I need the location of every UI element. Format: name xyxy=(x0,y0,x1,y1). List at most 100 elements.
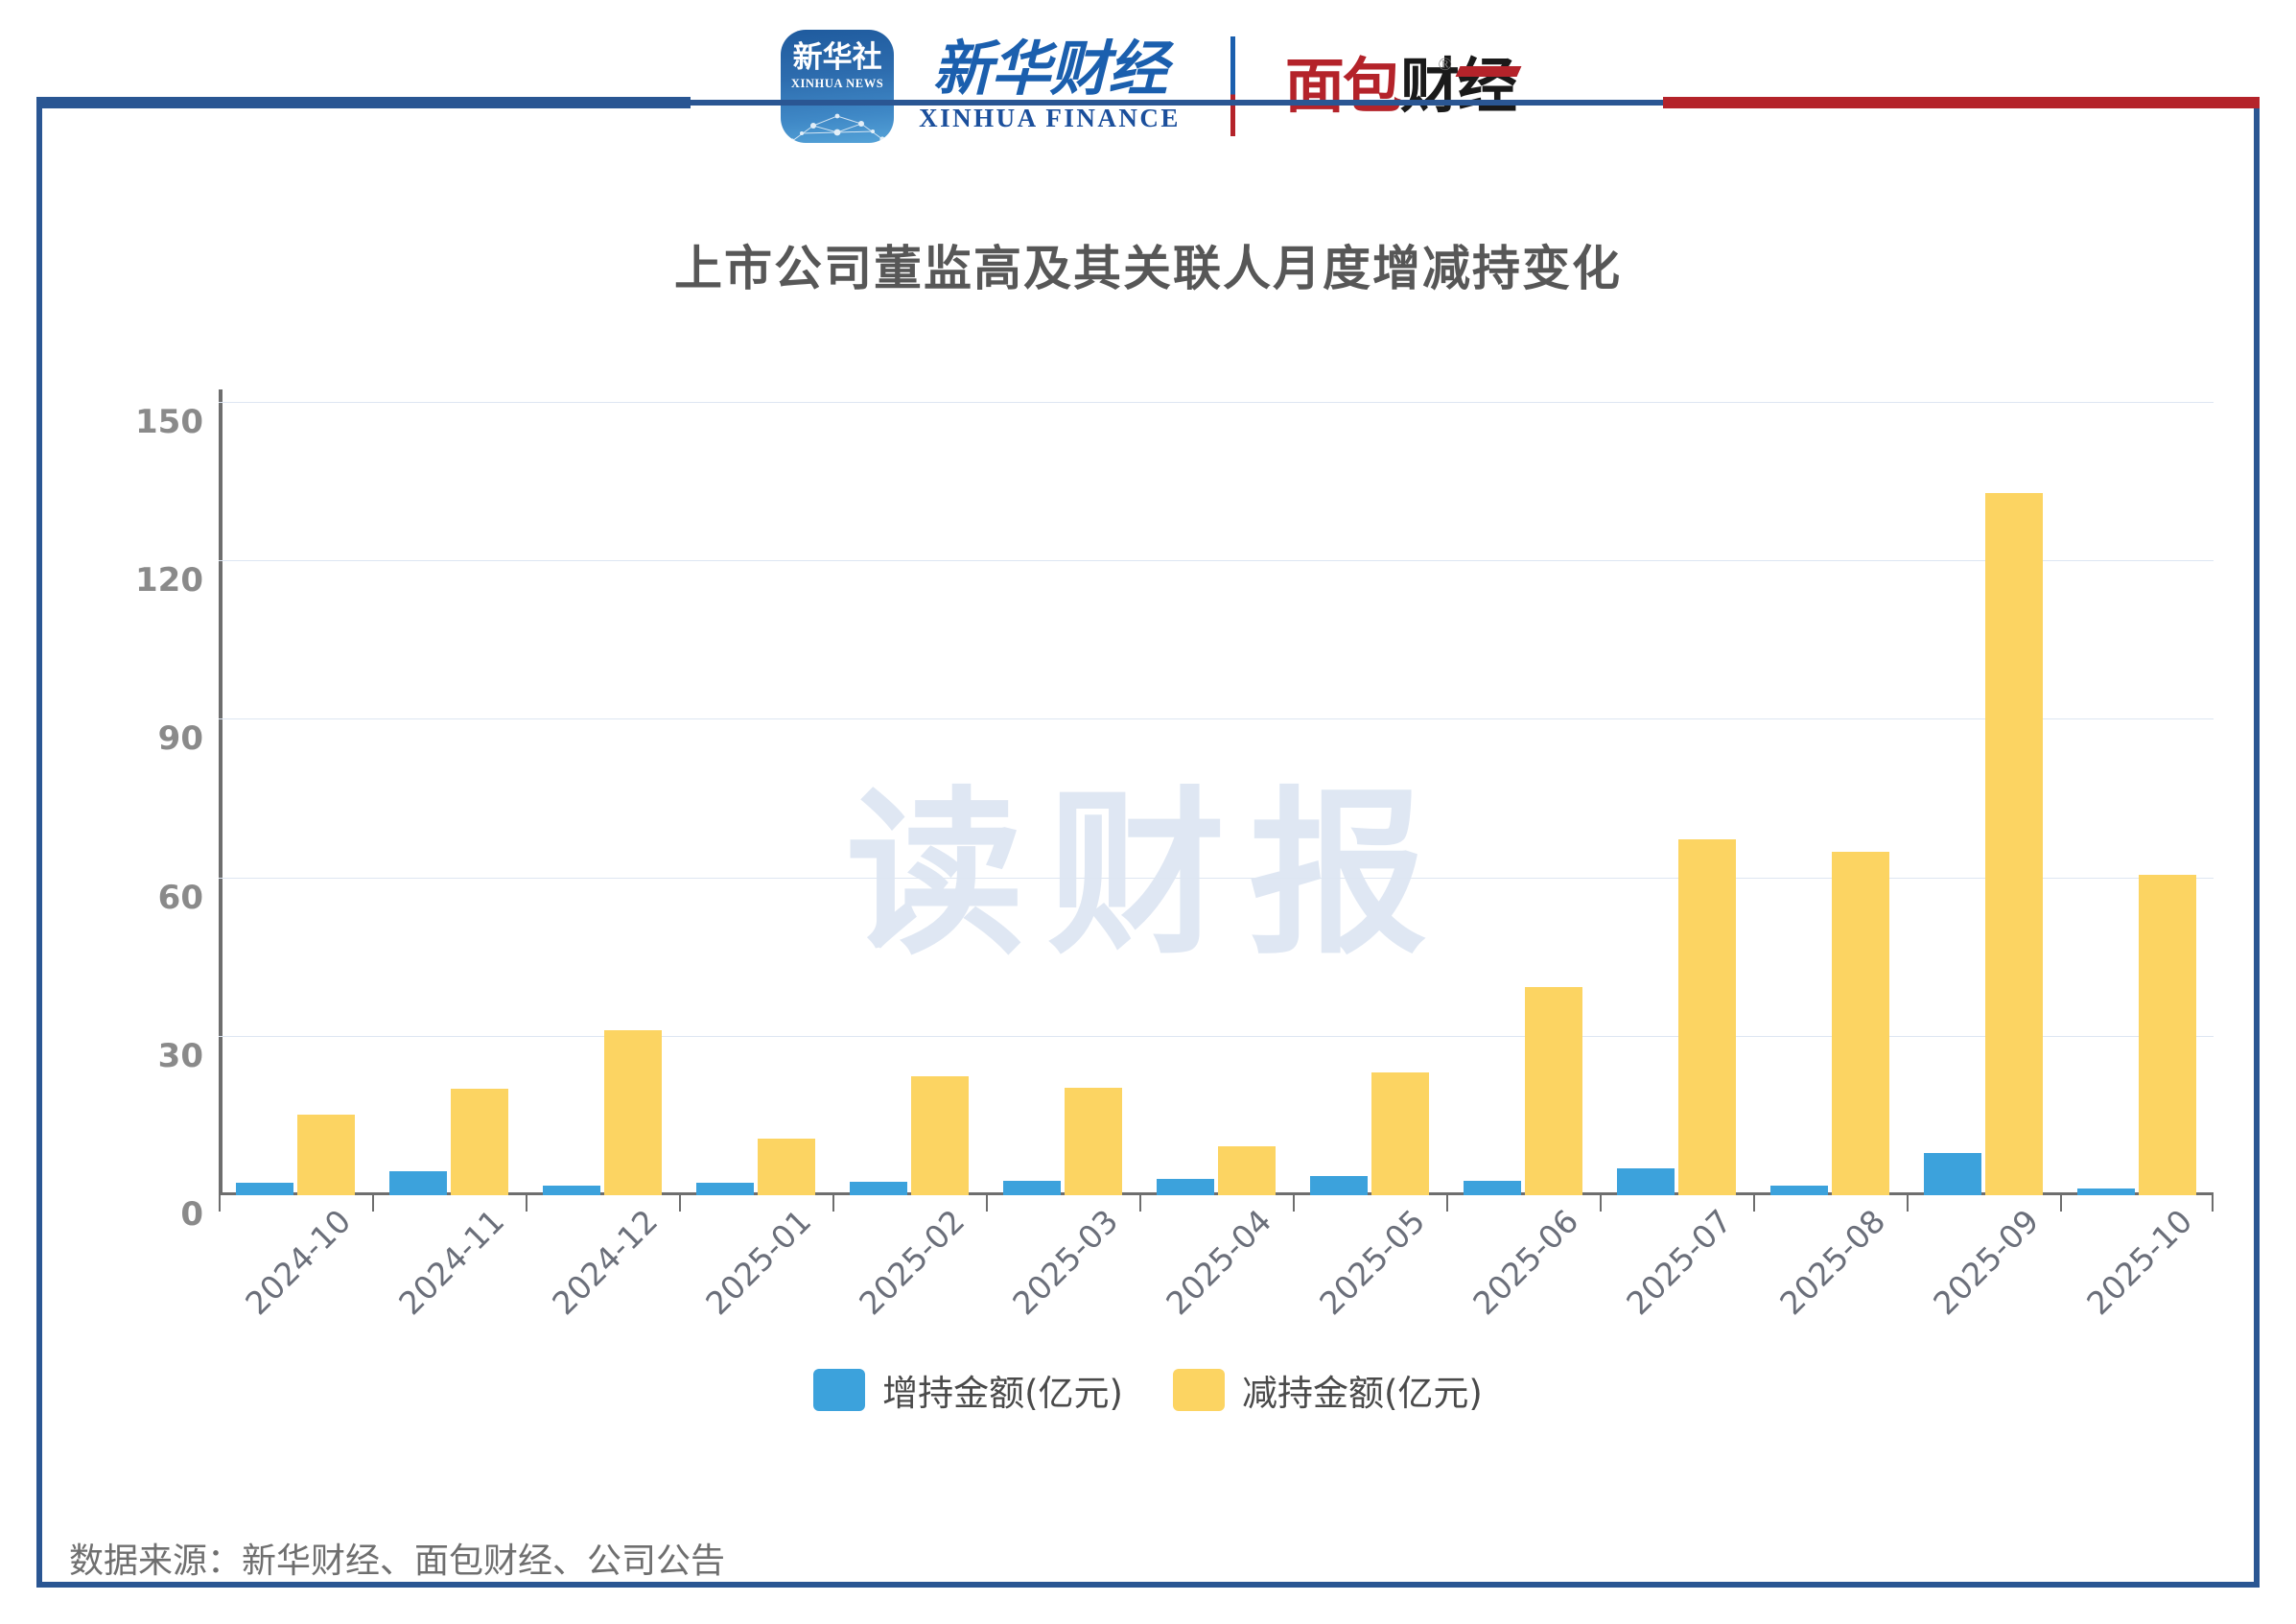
x-axis-tick-label: 2025-04 xyxy=(1159,1202,1279,1323)
x-axis-tick xyxy=(679,1195,681,1212)
bar-decrease[interactable] xyxy=(1832,852,1889,1195)
x-axis-tick xyxy=(1293,1195,1295,1212)
bar-decrease[interactable] xyxy=(604,1029,662,1195)
xinhua-news-cn-label: 新华社 xyxy=(792,39,882,75)
bar-increase[interactable] xyxy=(1617,1168,1675,1195)
logo-divider xyxy=(1230,35,1235,136)
bar-decrease[interactable] xyxy=(2139,874,2196,1195)
bar-group[interactable] xyxy=(832,403,986,1212)
bar-increase[interactable] xyxy=(696,1183,754,1195)
frame-rule-right xyxy=(1663,97,2260,108)
bar-decrease[interactable] xyxy=(297,1115,355,1195)
bar-group[interactable] xyxy=(1139,403,1293,1212)
xinhua-finance-cn-label: 新华财经 xyxy=(932,34,1167,105)
bar-group[interactable] xyxy=(679,403,832,1212)
bar-increase[interactable] xyxy=(1003,1181,1061,1195)
x-axis-tick xyxy=(1446,1195,1448,1212)
chart-area: 0 30 60 90 120 150 2024-10 2024-11 2024-12 2025-… xyxy=(0,365,2296,1324)
bar-increase[interactable] xyxy=(1157,1178,1214,1195)
gridline xyxy=(219,402,2214,403)
bar-increase[interactable] xyxy=(389,1171,447,1195)
plot-region: 0 30 60 90 120 150 xyxy=(135,389,2214,1234)
legend-item[interactable]: 减持金额(亿元) xyxy=(1173,1364,1483,1416)
bar-group[interactable] xyxy=(2060,403,2214,1212)
network-graphic-icon xyxy=(789,113,885,143)
legend-swatch xyxy=(813,1369,866,1411)
x-axis-tick-label: 2025-03 xyxy=(1005,1202,1126,1323)
x-axis-tick-label: 2025-06 xyxy=(1465,1202,1586,1323)
bar-decrease[interactable] xyxy=(758,1139,815,1195)
x-axis-tick xyxy=(1139,1195,1141,1212)
bar-increase[interactable] xyxy=(543,1186,600,1195)
bar-group[interactable] xyxy=(986,403,1139,1212)
bar-decrease[interactable] xyxy=(451,1088,508,1195)
bar-decrease[interactable] xyxy=(1525,987,1582,1195)
legend-label: 增持金额(亿元) xyxy=(882,1373,1123,1414)
bar-decrease[interactable] xyxy=(1218,1146,1276,1195)
x-axis-tick xyxy=(1753,1195,1755,1212)
x-axis-tick xyxy=(986,1195,988,1212)
bar-group[interactable] xyxy=(1600,403,1753,1212)
legend-item[interactable]: 增持金额(亿元) xyxy=(813,1364,1123,1416)
bar-group[interactable] xyxy=(526,403,679,1212)
x-axis-tick-label: 2024-11 xyxy=(391,1202,512,1323)
chart-legend: 增持金额(亿元) 减持金额(亿元) xyxy=(0,1364,2296,1416)
header-logo-strip: 新华社 XINHUA NEWS xyxy=(0,0,2296,177)
gridline xyxy=(219,1035,2214,1037)
mianbao-accent-bar xyxy=(1455,65,1522,77)
x-axis-tick xyxy=(1600,1195,1602,1212)
bar-increase[interactable] xyxy=(1310,1176,1368,1195)
xinhua-finance-en-label: XINHUA FINANCE xyxy=(919,103,1181,132)
x-axis-line xyxy=(219,1192,2214,1195)
chart-title: 上市公司董监高及其关联人月度增减持变化 xyxy=(674,241,1622,296)
x-axis-tick xyxy=(832,1195,834,1212)
bar-group[interactable] xyxy=(372,403,526,1212)
xinhua-finance-logo: 新华财经 XINHUA FINANCE xyxy=(919,38,1181,132)
bar-decrease[interactable] xyxy=(911,1075,969,1195)
bar-decrease[interactable] xyxy=(1678,839,1736,1195)
frame-rule-left xyxy=(36,97,691,108)
x-axis-tick xyxy=(219,1195,221,1212)
x-axis-tick xyxy=(372,1195,374,1212)
bar-series-layer xyxy=(219,403,2214,1212)
gridline xyxy=(219,718,2214,720)
bar-decrease[interactable] xyxy=(1985,492,2043,1195)
registered-trademark-icon: ® xyxy=(1438,54,1452,75)
bar-increase[interactable] xyxy=(236,1182,293,1195)
gridline xyxy=(219,560,2214,562)
source-note: 数据来源：新华财经、面包财经、公司公告 xyxy=(69,1542,726,1581)
legend-swatch xyxy=(1173,1369,1225,1411)
bar-group[interactable] xyxy=(1753,403,1907,1212)
bar-group[interactable] xyxy=(1293,403,1446,1212)
xinhua-news-en-label: XINHUA NEWS xyxy=(790,76,884,90)
bar-increase[interactable] xyxy=(850,1181,907,1195)
bar-increase[interactable] xyxy=(1770,1186,1828,1195)
x-axis-tick xyxy=(2060,1195,2062,1212)
x-axis-tick-label: 2024-12 xyxy=(545,1202,666,1323)
y-axis-line xyxy=(219,389,223,1195)
bar-group[interactable] xyxy=(219,403,372,1212)
x-axis-tick-label: 2025-05 xyxy=(1312,1202,1433,1323)
x-axis-tick-label: 2025-10 xyxy=(2079,1202,2200,1323)
gridline xyxy=(219,877,2214,879)
page-border-frame xyxy=(36,100,2260,1588)
x-axis-tick-label: 2025-09 xyxy=(1926,1202,2047,1323)
bar-group[interactable] xyxy=(1446,403,1600,1212)
x-axis-tick xyxy=(2212,1195,2214,1212)
bar-decrease[interactable] xyxy=(1065,1087,1122,1195)
x-axis-tick-label: 2025-02 xyxy=(852,1202,972,1323)
logo-row: 新华社 XINHUA NEWS xyxy=(0,12,2296,160)
x-axis-tick xyxy=(1907,1195,1909,1212)
x-axis-tick-label: 2024-10 xyxy=(238,1202,359,1323)
legend-label: 减持金额(亿元) xyxy=(1242,1373,1483,1414)
bar-increase[interactable] xyxy=(1924,1152,1981,1195)
bar-increase[interactable] xyxy=(2077,1188,2135,1195)
x-axis-tick-label: 2025-08 xyxy=(1772,1202,1893,1323)
bar-decrease[interactable] xyxy=(1371,1071,1429,1195)
x-axis-tick-label: 2025-01 xyxy=(698,1202,819,1323)
xinhua-news-logo: 新华社 XINHUA NEWS xyxy=(781,29,895,143)
bar-group[interactable] xyxy=(1907,403,2060,1212)
x-axis-tick-label: 2025-07 xyxy=(1619,1202,1740,1323)
bar-increase[interactable] xyxy=(1464,1181,1521,1195)
